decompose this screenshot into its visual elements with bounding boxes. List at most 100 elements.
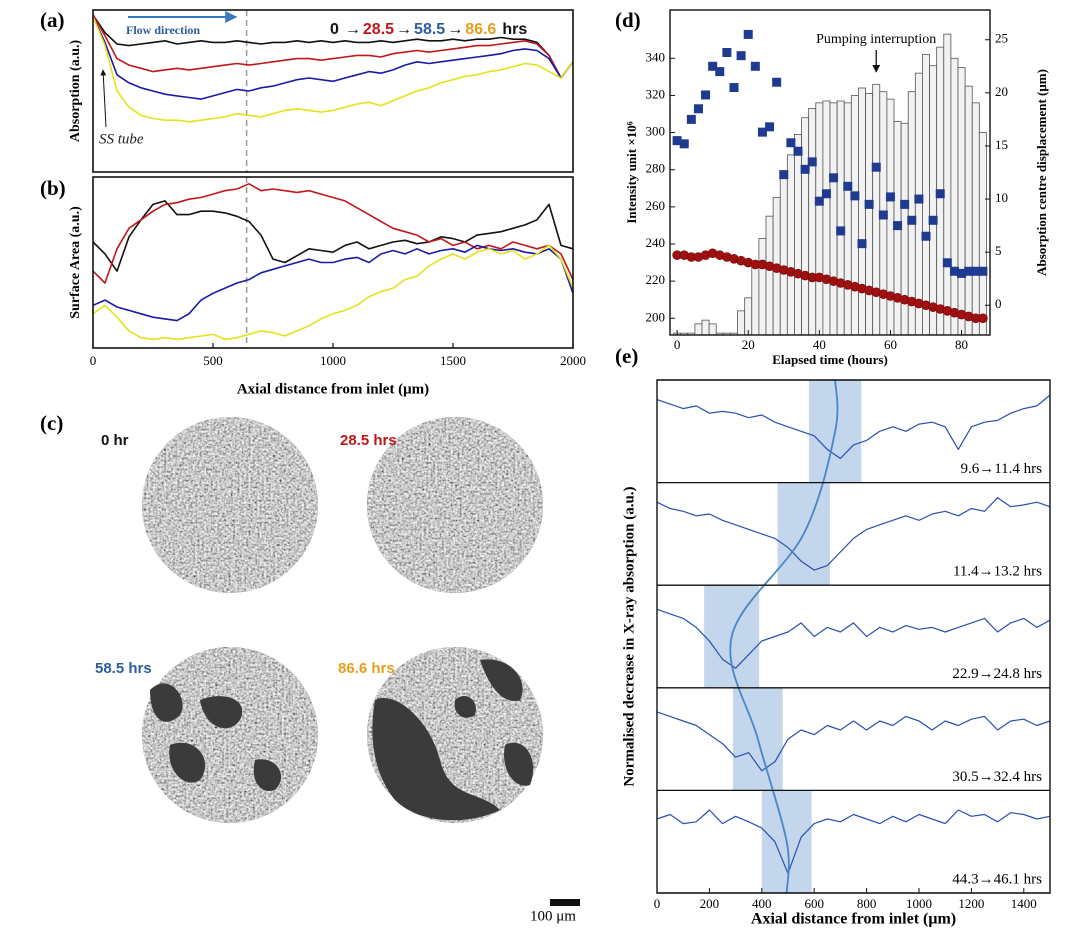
trace xyxy=(656,394,1051,460)
micrographs xyxy=(142,417,580,906)
y2-tick-label: 10 xyxy=(995,190,1008,205)
point xyxy=(708,61,718,71)
x-tick-label: 1500 xyxy=(440,353,466,368)
x-tick-label: 20 xyxy=(742,337,755,352)
bar xyxy=(943,33,952,336)
x-tick-label: 0 xyxy=(674,337,681,352)
point xyxy=(736,51,746,61)
x-tick-label: 800 xyxy=(857,896,877,911)
bar xyxy=(758,238,767,336)
x-tick-label: 1000 xyxy=(906,896,932,911)
y2-tick-label: 25 xyxy=(995,31,1008,46)
plot-frame xyxy=(656,379,1051,894)
x-tick-label: 40 xyxy=(813,337,826,352)
legend-entry: 28.5 xyxy=(363,21,394,38)
trend-curve xyxy=(729,379,839,894)
point xyxy=(814,196,824,206)
legend: 0 → 28.5 → 58.5 → 86.6 hrs xyxy=(330,21,527,38)
x-tick-label: 1000 xyxy=(320,353,346,368)
bar xyxy=(822,100,831,336)
panel-label: (c) xyxy=(40,411,63,435)
flow-label: Flow direction xyxy=(126,23,200,37)
annotation: SS tube xyxy=(99,131,144,147)
x-axis-label: Axial distance from inlet (μm) xyxy=(751,911,956,928)
bar xyxy=(794,134,802,336)
bar xyxy=(829,102,838,336)
series-line xyxy=(92,16,574,100)
bar xyxy=(815,102,824,336)
panel-label: (b) xyxy=(40,176,66,200)
trace-label: 11.4→13.2 hrs xyxy=(953,564,1042,580)
bar xyxy=(694,323,703,336)
x-tick-label: 0 xyxy=(654,896,661,911)
legend-entry: 86.6 xyxy=(465,21,496,38)
micrograph-texture xyxy=(142,417,318,593)
panel-label: (e) xyxy=(615,344,638,368)
point xyxy=(757,127,767,137)
bar xyxy=(872,83,881,336)
point xyxy=(885,192,895,202)
series-line xyxy=(92,14,574,79)
y2-tick-label: 5 xyxy=(995,243,1002,258)
y-tick-label: 300 xyxy=(646,124,666,139)
series-line xyxy=(92,200,574,272)
bar xyxy=(964,85,973,336)
bar xyxy=(801,117,810,336)
trace xyxy=(656,809,1051,874)
bar xyxy=(865,93,874,336)
plot-frame xyxy=(92,9,574,173)
panel-label: (d) xyxy=(615,8,641,32)
point xyxy=(729,83,739,93)
y-tick-label: 240 xyxy=(646,235,666,250)
point xyxy=(765,122,775,132)
point xyxy=(793,146,803,156)
x-tick-label: 500 xyxy=(203,353,223,368)
scale-bar xyxy=(550,899,580,906)
void xyxy=(372,659,534,821)
bar xyxy=(779,174,788,336)
point xyxy=(942,258,952,268)
image-label: 86.6 hrs xyxy=(338,660,395,677)
bar xyxy=(922,54,930,336)
point xyxy=(829,173,839,183)
point xyxy=(772,77,782,87)
scale-bar-label: 100 μm xyxy=(530,908,576,924)
y-tick-label: 280 xyxy=(646,161,666,176)
bar xyxy=(701,319,710,336)
point xyxy=(679,139,689,149)
y-axis-label: Absorption (a.u.) xyxy=(68,40,83,143)
bar xyxy=(708,323,717,336)
y-tick-label: 340 xyxy=(646,49,666,64)
point xyxy=(779,170,789,180)
bar xyxy=(737,310,746,336)
trace-label: 9.6→11.4 hrs xyxy=(960,461,1042,477)
point xyxy=(914,194,924,204)
x-tick-label: 80 xyxy=(955,337,968,352)
point xyxy=(722,47,732,57)
trace xyxy=(656,497,1051,571)
bar xyxy=(858,87,866,336)
y-tick-label: 200 xyxy=(646,309,666,324)
legend-entry: 0 xyxy=(330,21,339,38)
x-axis-label: Axial distance from inlet (μm) xyxy=(237,381,429,397)
point xyxy=(928,215,938,225)
legend-arrow: → xyxy=(345,21,361,38)
bar xyxy=(765,215,774,336)
bar xyxy=(950,57,959,336)
trace-label: 30.5→32.4 hrs xyxy=(952,769,1042,785)
image-label: 58.5 hrs xyxy=(95,660,152,677)
point xyxy=(800,164,810,174)
point xyxy=(900,199,910,209)
y-tick-label: 220 xyxy=(646,272,666,287)
panel-label: (a) xyxy=(40,8,65,32)
bar xyxy=(786,154,795,336)
x-tick-label: 1400 xyxy=(1011,896,1037,911)
point xyxy=(743,29,753,39)
bar xyxy=(808,108,817,336)
y-axis-label: Surface Area (a.u.) xyxy=(68,206,83,319)
trace xyxy=(656,608,1051,669)
point xyxy=(701,90,711,100)
point xyxy=(878,210,888,220)
trace-label: 22.9→24.8 hrs xyxy=(952,666,1042,682)
